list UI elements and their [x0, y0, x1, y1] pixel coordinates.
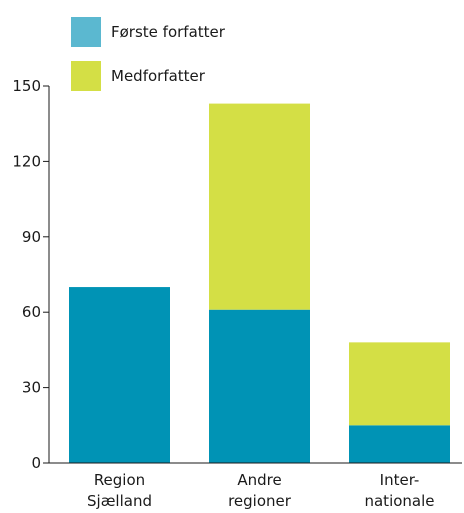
y-axis: 0 30 60 90 120 150	[12, 77, 50, 472]
legend-label-1: Første forfatter	[111, 23, 226, 41]
x-category-label-1-line-1: Region	[94, 471, 145, 489]
bar-3-series-1	[349, 425, 450, 463]
legend-label-2: Medforfatter	[111, 67, 206, 85]
x-category-label-1-line-2: Sjælland	[87, 492, 152, 510]
x-axis: Region Sjælland Andre regioner Inter-nationa…	[49, 462, 462, 510]
y-tick-label-90: 90	[22, 228, 41, 246]
x-category-label-3-line-1: Inter-	[380, 471, 420, 489]
x-category-label-2-line-1: Andre	[237, 471, 281, 489]
y-tick-label-0: 0	[31, 454, 41, 472]
y-tick-label-30: 30	[22, 379, 41, 397]
legend: Første forfatter Medforfatter	[71, 17, 226, 91]
bar-2-series-1	[209, 309, 310, 463]
bar-1-series-1	[69, 287, 170, 463]
bar-2-series-2	[209, 103, 310, 310]
bar-3-series-2	[349, 342, 450, 426]
y-tick-label-60: 60	[22, 303, 41, 321]
legend-swatch-1	[71, 17, 101, 47]
y-tick-label-150: 150	[12, 77, 41, 95]
bars	[69, 103, 450, 463]
x-category-label-3-line-2: nationale	[364, 492, 434, 510]
x-category-label-2-line-2: regioner	[228, 492, 292, 510]
y-tick-label-120: 120	[12, 152, 41, 170]
legend-swatch-2	[71, 61, 101, 91]
